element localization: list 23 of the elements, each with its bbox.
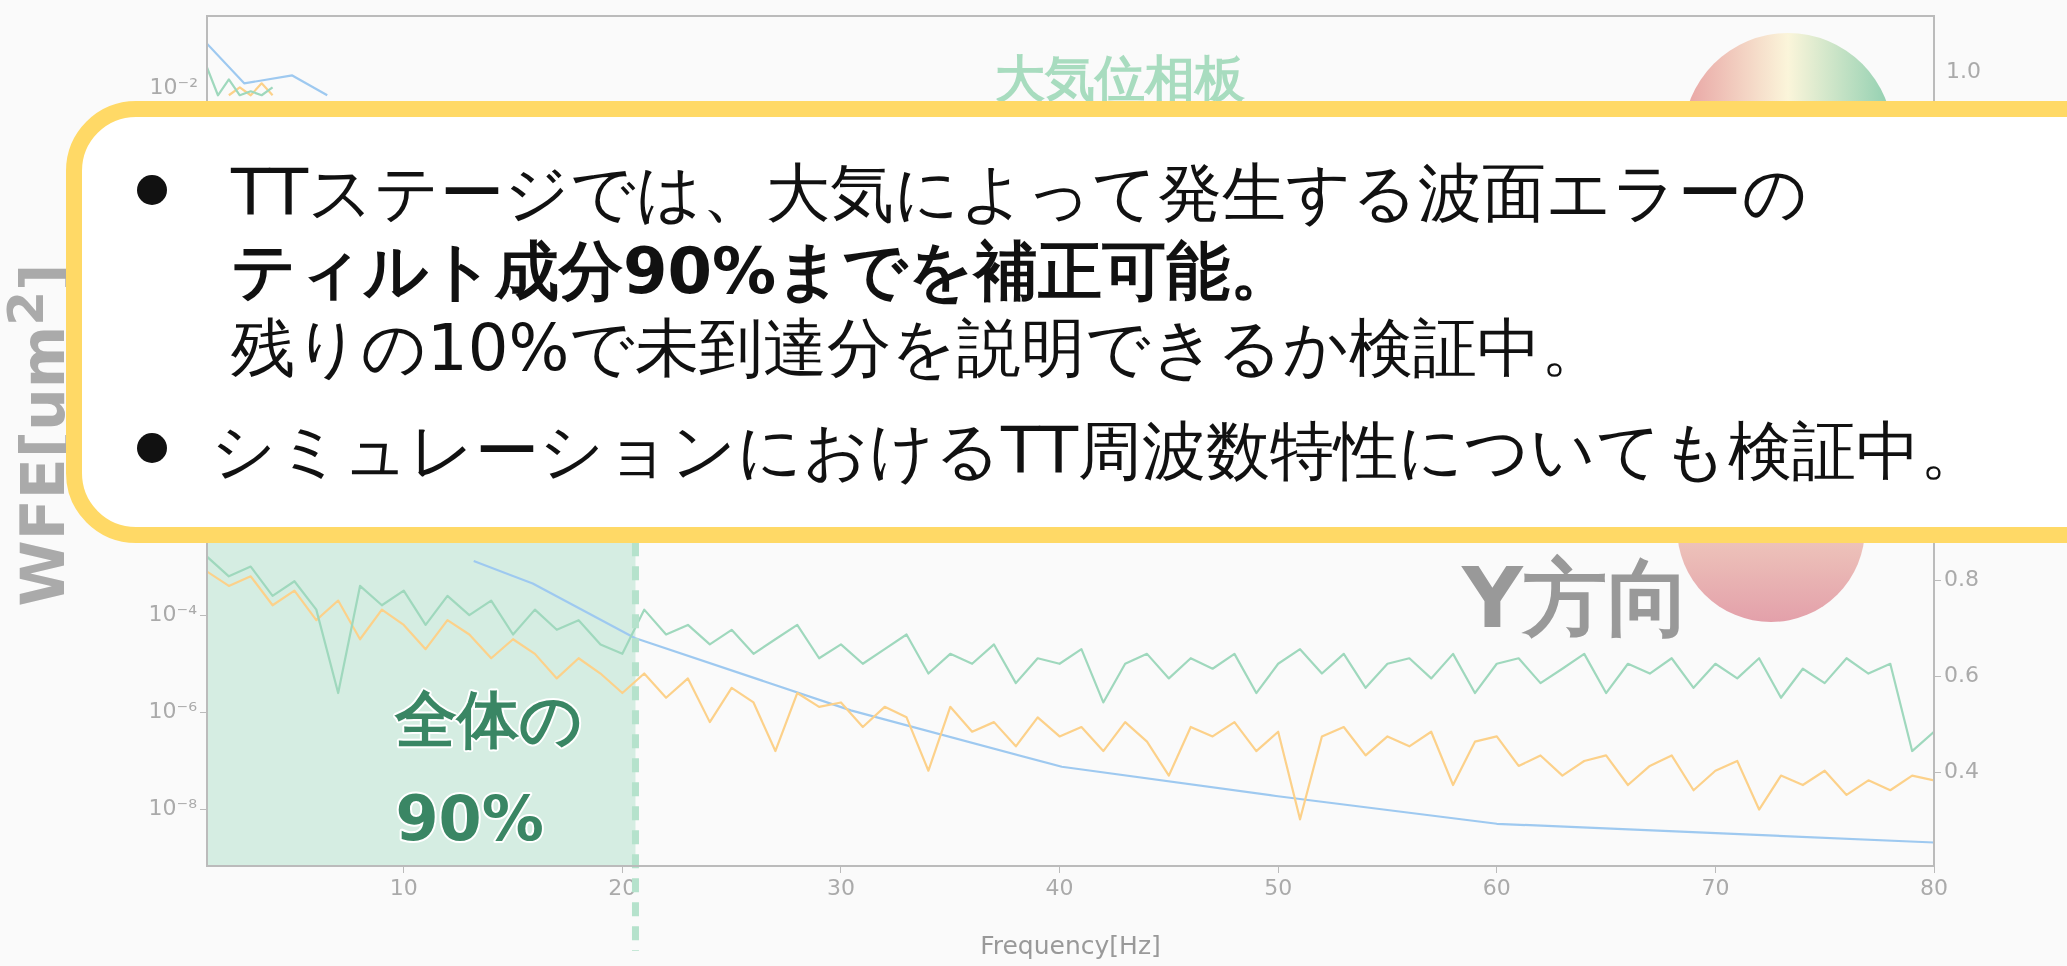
- x-tick-label: 50: [1264, 874, 1293, 900]
- x-tick-label: 10: [389, 874, 418, 900]
- y-tick-label: 10⁻⁸: [148, 795, 198, 821]
- annotation: 残りの10%で未到達分を説明できるか検証中。: [231, 311, 1606, 385]
- y2-tick-label: 0.6: [1944, 662, 1979, 688]
- y-tick-label: 10⁻⁶: [148, 698, 198, 724]
- x-axis-title: Frequency[Hz]: [980, 930, 1161, 960]
- y-tick-label: 10⁻⁴: [148, 600, 198, 626]
- text: 1.0: [1946, 58, 1981, 83]
- text: 10⁻²: [149, 74, 198, 99]
- x-tick-label: 60: [1482, 874, 1511, 900]
- annotation: TTステージでは、大気によって発生する波面エラーの: [231, 156, 1809, 230]
- annotation: ティルト成分90%までを補正可能。: [231, 234, 1295, 308]
- y2-tick-label: 0.8: [1944, 566, 1979, 592]
- x-tick-label: 80: [1920, 874, 1948, 900]
- x-tick-label: 40: [1045, 874, 1074, 900]
- annotation: シミュレーションにおけるTT周波数特性についても検証中。: [211, 413, 1985, 490]
- annotation: Y方向: [1462, 548, 1691, 649]
- x-tick-label: 70: [1701, 874, 1730, 900]
- band-label: 全体の90%: [394, 683, 583, 856]
- x-tick-label: 30: [826, 874, 855, 900]
- y2-tick-label: 0.4: [1944, 758, 1979, 784]
- annotation: 大気位相板: [994, 49, 1246, 110]
